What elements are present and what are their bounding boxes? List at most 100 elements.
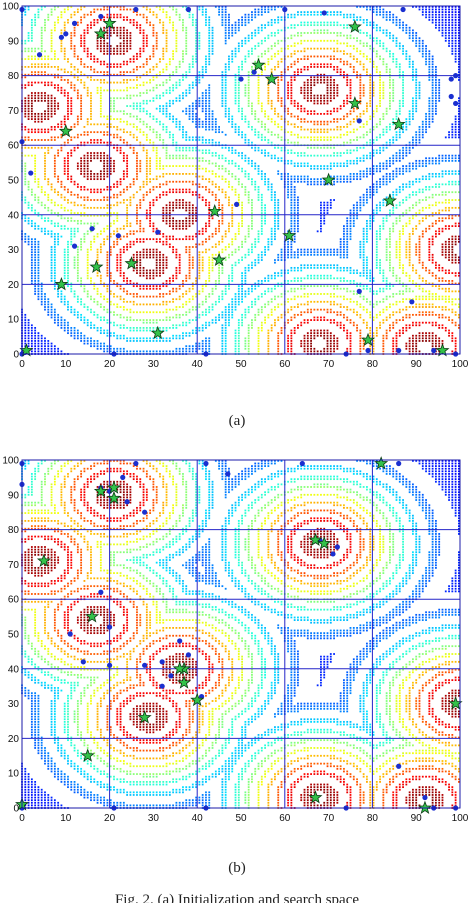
dot-marker [356, 288, 362, 294]
star-marker [80, 748, 95, 762]
dot-marker [453, 73, 459, 79]
y-tick-label: 80 [8, 525, 20, 536]
star-marker [106, 480, 121, 494]
y-tick-label: 100 [2, 456, 19, 467]
star-marker [93, 483, 108, 498]
dot-marker [409, 299, 415, 305]
y-tick-label: 0 [13, 350, 19, 361]
dot-marker [71, 243, 78, 249]
panel-label-a: (a) [229, 413, 246, 429]
x-tick-label: 60 [279, 813, 291, 824]
star-marker [54, 277, 69, 291]
star-marker [102, 16, 117, 30]
x-tick-label: 30 [148, 813, 160, 824]
y-tick-label: 40 [8, 210, 20, 221]
dot-marker [107, 662, 113, 668]
chart-panel-b: (b) Fig. 2. (a) Initialization and searc… [0, 452, 474, 903]
contour-scatter-chart-b: (b) Fig. 2. (a) Initialization and searc… [2, 456, 469, 903]
figure-caption: Fig. 2. (a) Initialization and search sp… [115, 892, 359, 903]
y-tick-label: 60 [8, 595, 20, 606]
star-marker [85, 609, 100, 623]
dot-marker [107, 624, 113, 630]
x-tick-label: 30 [148, 359, 160, 370]
star-marker [207, 203, 222, 218]
dot-marker [431, 347, 437, 354]
star-marker [382, 193, 397, 207]
contour-background-b [21, 459, 460, 809]
dot-marker [168, 673, 174, 679]
star-marker [212, 252, 227, 266]
star-marker [137, 710, 152, 724]
dot-marker [299, 460, 305, 467]
x-tick-label: 100 [452, 359, 469, 370]
star-marker [417, 800, 432, 814]
dot-marker [115, 233, 121, 239]
star-marker [374, 456, 389, 470]
x-tick-label: 40 [192, 813, 204, 824]
star-marker [150, 325, 165, 340]
dot-marker [120, 474, 126, 480]
x-tick-label: 90 [411, 359, 423, 370]
dot-marker [177, 638, 183, 644]
dot-marker [142, 509, 148, 515]
star-marker [321, 172, 336, 186]
star-marker [93, 26, 108, 40]
x-tick-label: 50 [235, 359, 247, 370]
dot-marker [396, 763, 402, 769]
dot-marker [282, 6, 288, 13]
dot-marker [58, 34, 65, 40]
dot-marker [396, 460, 402, 467]
x-tick-label: 80 [367, 359, 379, 370]
x-tick-label: 50 [235, 813, 247, 824]
dot-marker [28, 170, 34, 176]
dot-marker [321, 10, 327, 16]
y-tick-label: 50 [8, 176, 20, 187]
star-marker [282, 228, 297, 242]
x-tick-label: 70 [323, 359, 335, 370]
dot-marker [124, 499, 130, 505]
x-tick-label: 100 [452, 813, 469, 824]
y-tick-label: 50 [8, 630, 20, 641]
dot-marker [98, 13, 104, 20]
dot-marker [67, 631, 73, 637]
x-tick-label: 0 [19, 359, 25, 370]
star-marker [308, 532, 323, 546]
star-marker [347, 96, 362, 110]
y-tick-label: 90 [8, 490, 20, 501]
x-tick-label: 90 [411, 813, 423, 824]
star-marker [124, 256, 139, 270]
star-marker [106, 490, 121, 505]
star-marker [308, 790, 323, 804]
star-series-a [19, 16, 450, 357]
x-tick-label: 80 [367, 813, 379, 824]
dot-marker [422, 794, 428, 801]
star-marker [89, 259, 104, 273]
dot-marker [142, 662, 148, 668]
panel-label-b: (b) [228, 860, 246, 876]
x-tick-label: 20 [104, 359, 116, 370]
y-tick-label: 40 [8, 664, 20, 675]
y-tick-label: 30 [8, 245, 20, 256]
star-marker [177, 675, 192, 689]
dot-marker [396, 347, 402, 354]
dot-marker [185, 6, 192, 13]
x-tick-label: 10 [60, 813, 72, 824]
star-marker [58, 123, 73, 138]
star-marker [251, 57, 266, 72]
x-tick-label: 0 [19, 813, 25, 824]
dot-marker [155, 229, 161, 235]
dot-marker [185, 652, 192, 658]
dot-marker [334, 544, 340, 550]
dot-marker [356, 118, 362, 124]
star-marker [264, 71, 279, 86]
dot-marker [133, 6, 139, 13]
dot-marker [133, 460, 139, 467]
contour-scatter-chart-a: (a) 0 10 20 30 40 50 60 70 80 90 100 0 10 20 30 40 50 60 7… [2, 2, 469, 430]
dot-marker [225, 471, 231, 477]
dot-marker [453, 100, 459, 107]
y-tick-label: 0 [13, 804, 19, 815]
dot-marker [36, 52, 43, 58]
dot-marker [448, 76, 454, 82]
dot-marker [63, 31, 69, 37]
dot-marker [159, 659, 165, 665]
